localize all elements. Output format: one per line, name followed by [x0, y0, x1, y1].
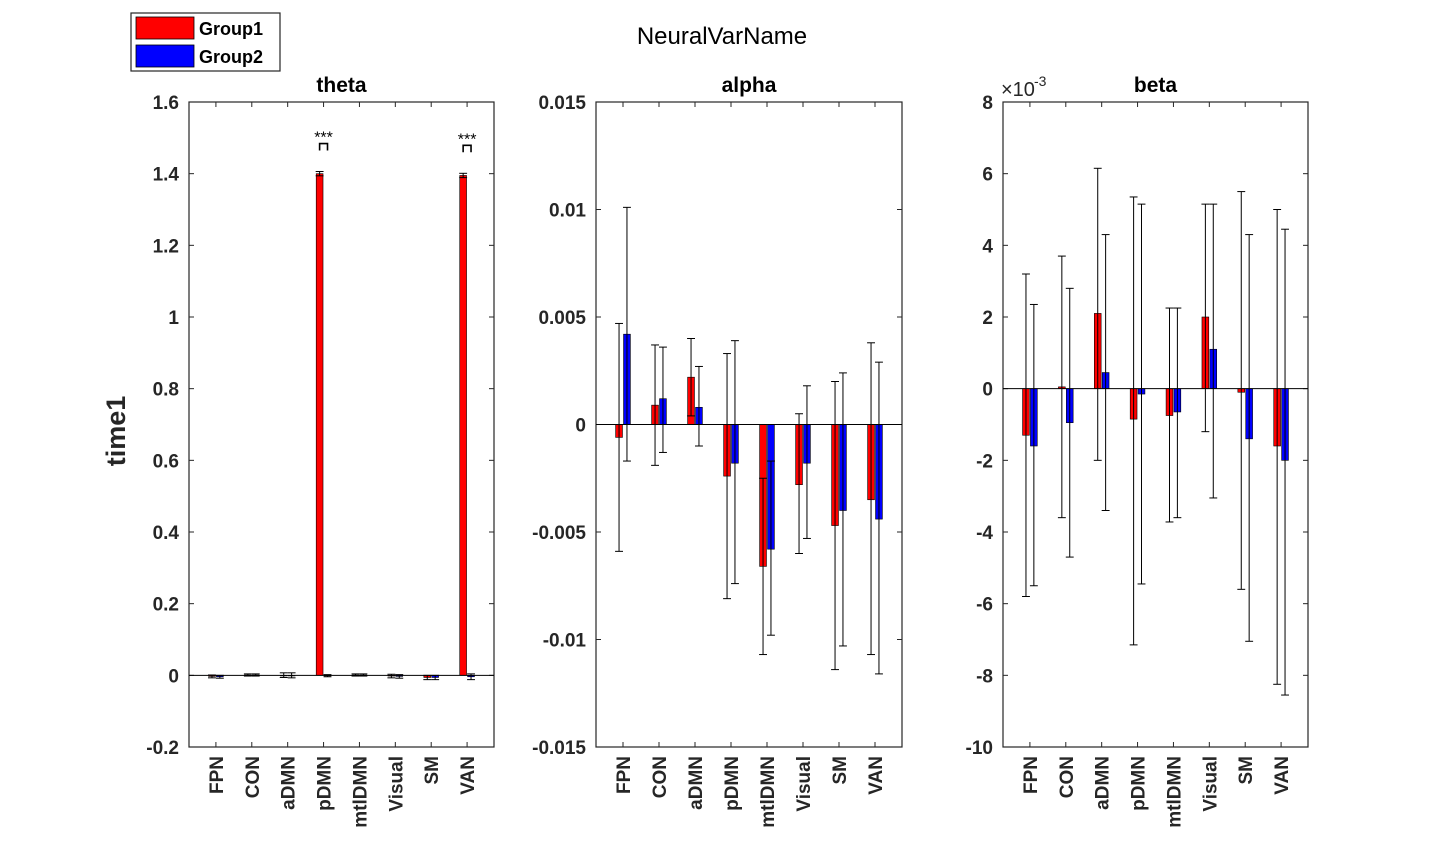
x-tick-label: pDMN — [1129, 756, 1150, 811]
group1-bar — [315, 173, 324, 676]
group1-bar — [459, 175, 467, 676]
panel-title: theta — [316, 74, 366, 97]
y-tick-label: 0.01 — [549, 201, 586, 222]
x-tick-label: VAN — [866, 756, 887, 795]
x-tick-label: SM — [422, 756, 443, 785]
y-tick-label: 8 — [982, 93, 993, 114]
y-tick-label: 0 — [575, 416, 586, 437]
y-tick-label: 4 — [982, 236, 993, 257]
panel-title: alpha — [722, 74, 777, 97]
x-tick-label: VAN — [458, 756, 479, 795]
x-tick-label: CON — [650, 756, 671, 798]
legend-swatch-group2 — [135, 44, 195, 68]
legend-label-group2: Group2 — [199, 47, 263, 67]
y-tick-label: 0.015 — [538, 93, 586, 114]
y-tick-label: -2 — [976, 451, 993, 472]
x-tick-label: aDMN — [279, 756, 300, 810]
y-tick-label: 1.6 — [153, 93, 179, 114]
y-axis-label: time1 — [101, 396, 131, 467]
x-tick-label: CON — [1057, 756, 1078, 798]
x-tick-label: FPN — [1021, 756, 1042, 794]
y-tick-label: 0.4 — [153, 523, 180, 544]
y-tick-label: -0.01 — [543, 631, 587, 652]
x-tick-label: pDMN — [315, 756, 336, 811]
y-tick-label: 1.4 — [153, 165, 180, 186]
y-tick-label: -4 — [976, 523, 993, 544]
y-tick-label: 6 — [982, 165, 993, 186]
axes-box — [1002, 101, 1309, 748]
x-tick-label: aDMN — [686, 756, 707, 810]
y-tick-label: 2 — [982, 308, 993, 329]
x-tick-label: mtlDMN — [1164, 756, 1185, 828]
legend-swatch-group1 — [135, 16, 195, 40]
panel-alpha: -0.015 -0.01 -0.005 0 0.005 0.01 0.015 alpha FPN… — [532, 74, 903, 828]
panel-beta: -10 -8 -6 -4 -2 0 2 4 6 8 ×10 -3 beta FPN CON aDMN pDMN m… — [966, 73, 1309, 828]
legend: Group1 Group2 — [130, 12, 281, 72]
y-exponent: -3 — [1034, 73, 1047, 89]
y-tick-label: -8 — [976, 666, 993, 687]
x-tick-label: FPN — [614, 756, 635, 794]
y-tick-label: 0 — [168, 666, 179, 687]
significance-bracket — [318, 142, 329, 151]
x-tick-label: mtlDMN — [350, 756, 371, 828]
x-tick-label: aDMN — [1093, 756, 1114, 810]
x-tick-label: Visual — [794, 756, 815, 812]
y-exponent-label: ×10 — [1001, 79, 1035, 101]
y-tick-label: -0.015 — [532, 738, 586, 759]
x-tick-label: SM — [1236, 756, 1257, 785]
figure-title: NeuralVarName — [637, 23, 807, 50]
y-tick-label: 0 — [982, 380, 993, 401]
significance-bracket — [462, 144, 472, 153]
y-tick-label: 0.2 — [153, 595, 179, 616]
x-tick-label: SM — [830, 756, 851, 785]
x-tick-label: mtlDMN — [758, 756, 779, 828]
axes-box — [188, 101, 495, 748]
x-tick-label: FPN — [207, 756, 228, 794]
y-tick-label: 0.6 — [153, 451, 179, 472]
y-tick-label: 1 — [168, 308, 179, 329]
legend-label-group1: Group1 — [199, 19, 263, 39]
panel-title: beta — [1134, 74, 1178, 97]
panel-theta: -0.2 0 0.2 0.4 0.6 0.8 1 1.2 1.4 1.6 theta FPN CON aD… — [146, 74, 495, 828]
y-tick-label: -10 — [966, 738, 993, 759]
x-tick-label: VAN — [1272, 756, 1293, 795]
significance-label: *** — [314, 130, 333, 147]
y-tick-label: 0.005 — [538, 308, 586, 329]
y-tick-label: -0.2 — [146, 738, 179, 759]
y-tick-label: -6 — [976, 595, 993, 616]
y-tick-label: -0.005 — [532, 523, 586, 544]
x-tick-label: pDMN — [722, 756, 743, 811]
x-tick-label: Visual — [386, 756, 407, 812]
x-tick-label: CON — [243, 756, 264, 798]
significance-label: *** — [458, 131, 477, 148]
x-tick-label: Visual — [1200, 756, 1221, 812]
y-tick-label: 0.8 — [153, 380, 179, 401]
y-tick-label: 1.2 — [153, 236, 179, 257]
